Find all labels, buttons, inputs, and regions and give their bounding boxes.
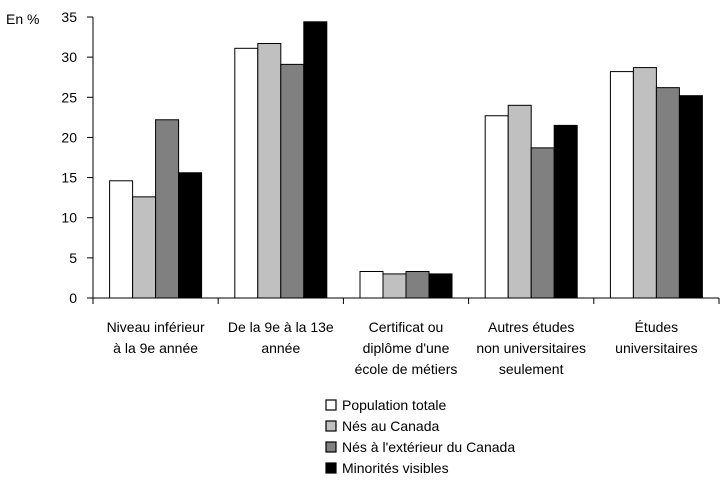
bar bbox=[553, 124, 578, 299]
legend: Population totale Nés au Canada Nés à l'ex… bbox=[325, 397, 515, 476]
x-category-label: Certificat ou diplôme d'une école de métie… bbox=[355, 319, 458, 377]
bar bbox=[428, 273, 453, 299]
bar bbox=[530, 147, 555, 299]
y-tick-label: 5 bbox=[69, 250, 77, 266]
x-category-label: Études universitaires bbox=[615, 319, 697, 356]
y-tick-label: 30 bbox=[61, 49, 77, 65]
y-tick-label: 10 bbox=[61, 210, 77, 226]
bar bbox=[507, 104, 532, 299]
bar bbox=[257, 42, 282, 299]
bar bbox=[655, 87, 680, 299]
bar bbox=[178, 172, 203, 299]
x-axis-labels: Niveau inférieur à la 9e année De la 9e à … bbox=[107, 319, 698, 377]
bar bbox=[109, 180, 134, 299]
bars bbox=[109, 21, 703, 299]
y-tick-label: 20 bbox=[61, 129, 77, 145]
bar bbox=[132, 196, 157, 299]
x-category-label: Niveau inférieur à la 9e année bbox=[107, 319, 205, 356]
bar bbox=[303, 21, 328, 299]
bar bbox=[280, 63, 305, 299]
y-axis-ticks: 0 5 10 15 20 25 30 35 bbox=[61, 9, 93, 306]
x-category-label: De la 9e à la 13e année bbox=[228, 319, 334, 356]
y-tick-label: 0 bbox=[69, 290, 77, 306]
y-tick-label: 35 bbox=[61, 9, 77, 25]
legend-label: Population totale bbox=[342, 397, 447, 413]
bar bbox=[609, 71, 634, 299]
x-category-label: Autres études non universitaires seulement bbox=[476, 319, 586, 377]
legend-label: Minorités visibles bbox=[342, 460, 449, 476]
bar bbox=[359, 271, 384, 299]
bar bbox=[484, 115, 509, 299]
legend-swatch bbox=[325, 441, 337, 453]
bar bbox=[632, 67, 657, 299]
y-axis-title: En % bbox=[6, 11, 39, 27]
legend-label: Nés à l'extérieur du Canada bbox=[342, 439, 515, 455]
legend-swatch bbox=[325, 399, 337, 411]
bar bbox=[382, 273, 407, 299]
bar bbox=[234, 47, 259, 299]
legend-swatch bbox=[325, 462, 337, 474]
bar bbox=[678, 95, 703, 299]
y-tick-label: 15 bbox=[61, 170, 77, 186]
y-tick-label: 25 bbox=[61, 89, 77, 105]
bar bbox=[405, 271, 430, 299]
bar bbox=[155, 119, 180, 299]
legend-swatch bbox=[325, 420, 337, 432]
legend-label: Nés au Canada bbox=[342, 418, 440, 434]
